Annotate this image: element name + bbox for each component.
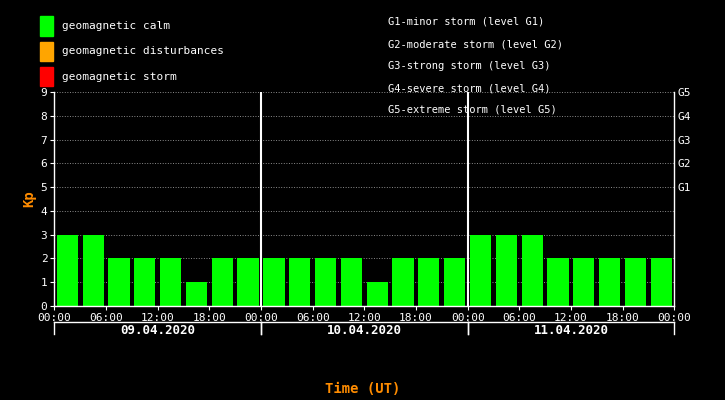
- Bar: [263, 258, 284, 306]
- Text: G4-severe storm (level G4): G4-severe storm (level G4): [388, 83, 550, 93]
- Bar: [212, 258, 233, 306]
- Text: geomagnetic storm: geomagnetic storm: [62, 72, 176, 82]
- Text: G1-minor storm (level G1): G1-minor storm (level G1): [388, 17, 544, 27]
- Bar: [186, 282, 207, 306]
- Bar: [392, 258, 414, 306]
- Bar: [521, 235, 543, 306]
- Text: 10.04.2020: 10.04.2020: [327, 324, 402, 336]
- Bar: [599, 258, 621, 306]
- Bar: [83, 235, 104, 306]
- Bar: [651, 258, 672, 306]
- Bar: [547, 258, 568, 306]
- Bar: [444, 258, 465, 306]
- Bar: [160, 258, 181, 306]
- Bar: [341, 258, 362, 306]
- Bar: [134, 258, 155, 306]
- Text: 09.04.2020: 09.04.2020: [120, 324, 195, 336]
- Bar: [315, 258, 336, 306]
- Y-axis label: Kp: Kp: [22, 191, 36, 207]
- Text: G5-extreme storm (level G5): G5-extreme storm (level G5): [388, 105, 557, 115]
- Bar: [367, 282, 388, 306]
- Bar: [108, 258, 130, 306]
- Text: G2-moderate storm (level G2): G2-moderate storm (level G2): [388, 39, 563, 49]
- Bar: [470, 235, 491, 306]
- Bar: [625, 258, 646, 306]
- Bar: [57, 235, 78, 306]
- Bar: [289, 258, 310, 306]
- Text: geomagnetic calm: geomagnetic calm: [62, 21, 170, 31]
- Text: Time (UT): Time (UT): [325, 382, 400, 396]
- Bar: [573, 258, 594, 306]
- Bar: [496, 235, 517, 306]
- Bar: [418, 258, 439, 306]
- Text: geomagnetic disturbances: geomagnetic disturbances: [62, 46, 223, 56]
- Bar: [238, 258, 259, 306]
- Text: G3-strong storm (level G3): G3-strong storm (level G3): [388, 61, 550, 71]
- Text: 11.04.2020: 11.04.2020: [534, 324, 608, 336]
